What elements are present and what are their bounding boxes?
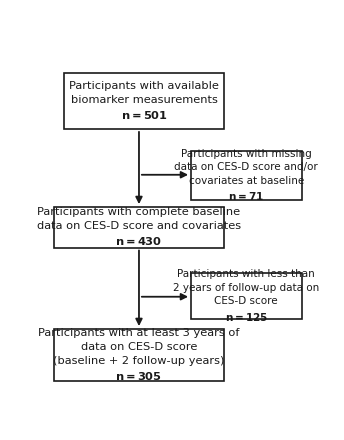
FancyBboxPatch shape [64,73,224,129]
Text: Participants with missing
data on CES-D score and/or
covariates at baseline
$\ma: Participants with missing data on CES-D … [174,149,318,202]
FancyBboxPatch shape [191,273,302,319]
Text: Participants with less than
2 years of follow-up data on
CES-D score
$\mathbf{n=: Participants with less than 2 years of f… [173,269,320,323]
FancyBboxPatch shape [54,207,224,248]
Text: Participants with at least 3 years of
data on CES-D score
(baseline + 2 follow-u: Participants with at least 3 years of da… [38,328,240,382]
FancyBboxPatch shape [191,151,302,200]
FancyBboxPatch shape [54,329,224,381]
Text: Participants with available
biomarker measurements
$\mathbf{n=501}$: Participants with available biomarker me… [69,81,219,121]
Text: Participants with complete baseline
data on CES-D score and covariates
$\mathbf{: Participants with complete baseline data… [37,207,241,247]
